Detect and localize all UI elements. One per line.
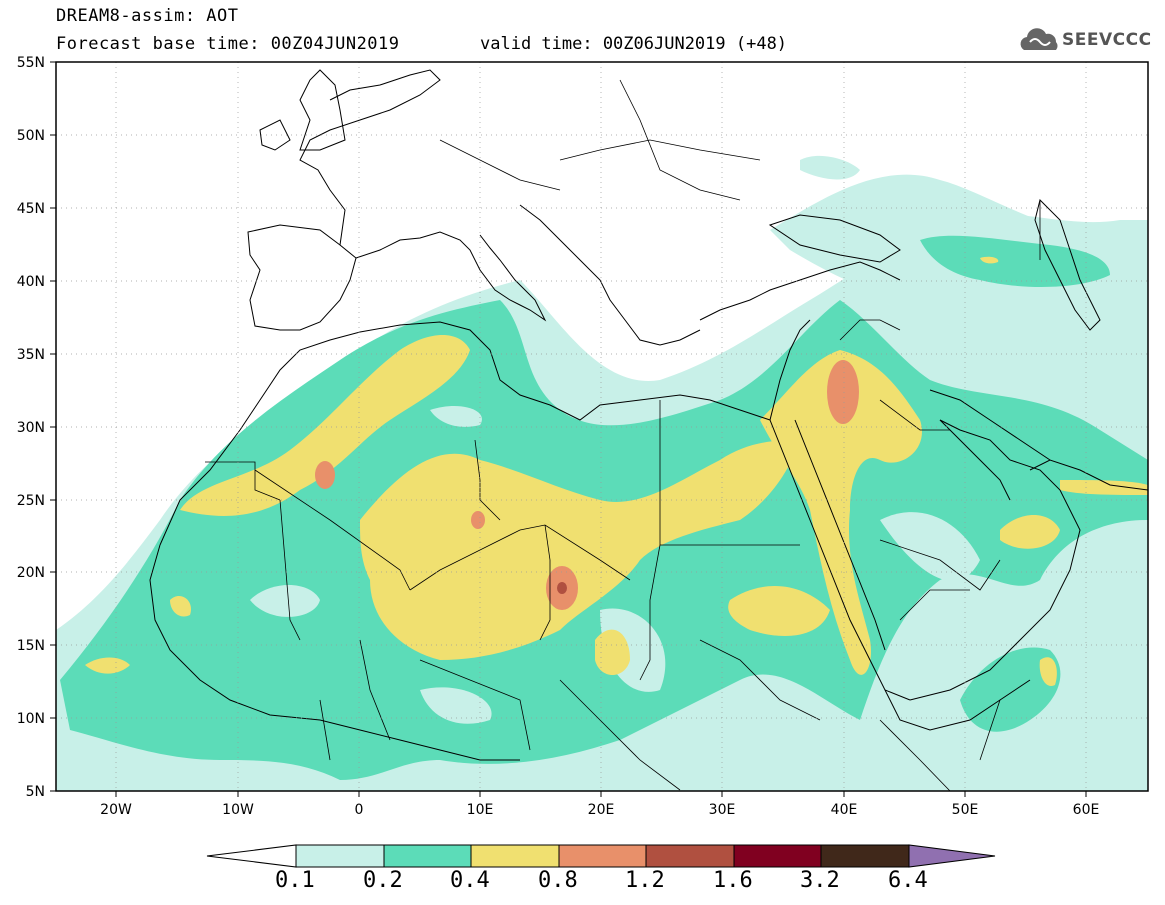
colorbar-label: 1.6 xyxy=(713,868,753,893)
forecast-base-time: Forecast base time: 00Z04JUN2019 xyxy=(56,34,400,54)
colorbar-label: 6.4 xyxy=(888,868,928,893)
colorbar-seg-above xyxy=(908,844,996,868)
colorbar-seg xyxy=(383,844,472,868)
product-title: DREAM8-assim: AOT xyxy=(56,6,239,26)
lon-tick-label: 10W xyxy=(222,802,254,818)
coastlines xyxy=(149,69,1148,761)
cloud-icon xyxy=(1020,28,1058,50)
aot-field xyxy=(56,155,1148,791)
lat-tick-label: 10N xyxy=(17,711,45,727)
graticule xyxy=(56,62,1148,791)
colorbar-seg xyxy=(558,844,647,868)
colorbar-label: 0.8 xyxy=(538,868,578,893)
colorbar-label: 0.1 xyxy=(275,868,315,893)
colorbar-label: 3.2 xyxy=(800,868,840,893)
lat-tick-label: 40N xyxy=(17,274,45,290)
lat-tick-label: 20N xyxy=(17,565,45,581)
lon-tick-label: 10E xyxy=(467,802,494,818)
lon-tick-label: 40E xyxy=(831,802,858,818)
lon-tick-label: 30E xyxy=(709,802,736,818)
lon-tick-labels: 20W 10W 0 10E 20E 30E 40E 50E 60E xyxy=(100,802,1099,818)
lon-tick-label: 50E xyxy=(952,802,979,818)
lat-tick-label: 55N xyxy=(17,55,45,71)
colorbar-seg xyxy=(295,844,385,868)
lon-tick-label: 20E xyxy=(588,802,615,818)
colorbar-seg xyxy=(470,844,560,868)
colorbar-seg xyxy=(820,844,910,868)
seevccc-logo: SEEVCCC xyxy=(1018,26,1153,56)
logo-text: SEEVCCC xyxy=(1062,30,1152,50)
lat-tick-label: 50N xyxy=(17,128,45,144)
lon-tick-label: 0 xyxy=(355,802,364,818)
colorbar xyxy=(206,844,996,868)
valid-time: valid time: 00Z06JUN2019 (+48) xyxy=(480,34,788,54)
colorbar-label: 1.2 xyxy=(625,868,665,893)
country-borders xyxy=(205,79,1041,791)
colorbar-label: 0.4 xyxy=(450,868,490,893)
lon-tick-label: 60E xyxy=(1073,802,1100,818)
colorbar-seg xyxy=(645,844,735,868)
lon-tick-label: 20W xyxy=(100,802,132,818)
colorbar-seg xyxy=(733,844,822,868)
colorbar-seg-below xyxy=(206,844,297,868)
lat-tick-label: 35N xyxy=(17,347,45,363)
lat-tick-labels: 55N 50N 45N 40N 35N 30N 25N 20N 15N 10N … xyxy=(17,55,45,800)
lat-tick-label: 45N xyxy=(17,201,45,217)
aot-level-1.2 xyxy=(557,582,567,594)
colorbar-label: 0.2 xyxy=(363,868,403,893)
aot-level-0.4 xyxy=(85,256,1148,686)
tick-marks xyxy=(50,61,1087,797)
lat-tick-label: 30N xyxy=(17,420,45,436)
lat-tick-label: 25N xyxy=(17,493,45,509)
lat-tick-label: 5N xyxy=(26,784,45,800)
lat-tick-label: 15N xyxy=(17,638,45,654)
aot-light-patches xyxy=(250,405,980,724)
